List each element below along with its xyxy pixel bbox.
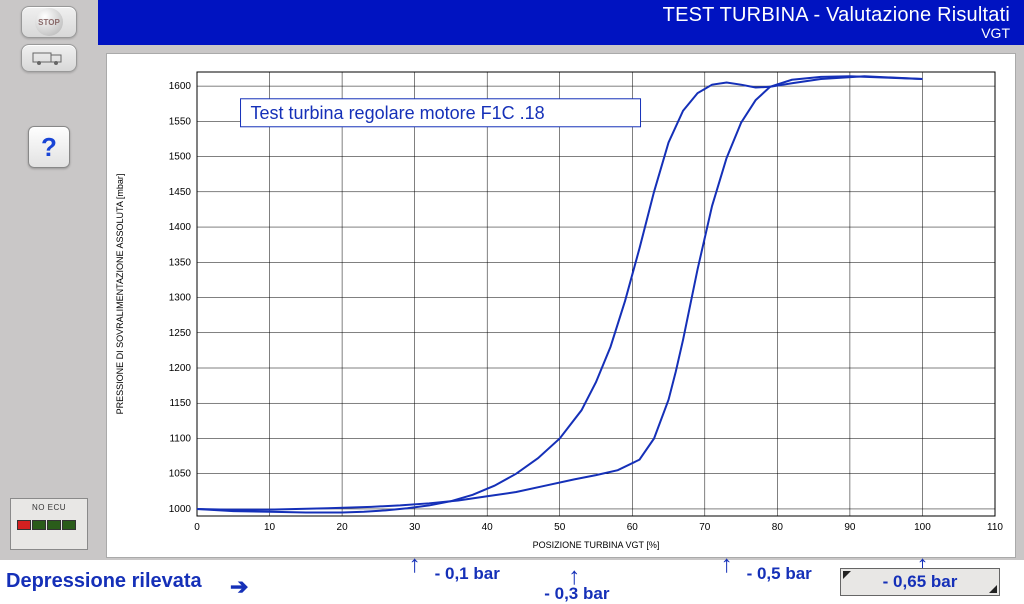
svg-text:20: 20 <box>337 522 349 533</box>
marker-label: - 0,3 bar <box>544 584 609 604</box>
status-leds <box>17 520 81 530</box>
hysteresis-chart: 0 10 20 30 40 50 60 70 80 90 100 110 1000 1050 1100 115… <box>107 54 1015 552</box>
svg-text:PRESSIONE DI SOVRALIMENTAZIONE: PRESSIONE DI SOVRALIMENTAZIONE ASSOLUTA … <box>115 174 125 415</box>
stop-icon: STOP <box>35 8 63 36</box>
svg-text:90: 90 <box>844 522 856 533</box>
svg-text:30: 30 <box>409 522 421 533</box>
svg-text:40: 40 <box>482 522 494 533</box>
svg-text:1050: 1050 <box>169 469 192 480</box>
sidebar: STOP ? NO ECU <box>0 0 98 560</box>
ecu-label: NO ECU <box>17 503 81 512</box>
truck-icon <box>31 49 67 67</box>
help-button[interactable]: ? <box>28 126 70 168</box>
svg-text:Test turbina regolare motore F: Test turbina regolare motore F1C .18 <box>251 103 545 123</box>
svg-text:POSIZIONE TURBINA VGT [%]: POSIZIONE TURBINA VGT [%] <box>533 540 660 550</box>
chart-panel: 0 10 20 30 40 50 60 70 80 90 100 110 1000 1050 1100 115… <box>106 53 1016 558</box>
footer-annotations: Depressione rilevata ➔ ↑- 0,1 bar↑- 0,3 … <box>0 560 1024 604</box>
svg-text:1150: 1150 <box>169 398 191 409</box>
ecu-status-box: NO ECU <box>10 498 88 550</box>
app-frame: STOP ? NO ECU TEST TURBINA - Valutazione… <box>0 0 1024 560</box>
depression-label: Depressione rilevata <box>6 570 202 593</box>
title-bar: TEST TURBINA - Valutazione Risultati VGT <box>98 0 1024 45</box>
svg-text:1500: 1500 <box>169 152 192 163</box>
svg-text:110: 110 <box>987 522 1003 533</box>
readout-box: - 0,65 bar <box>840 568 1000 596</box>
led-green <box>47 520 61 530</box>
svg-text:70: 70 <box>699 522 711 533</box>
arrow-right-icon: ➔ <box>230 574 248 600</box>
svg-text:1250: 1250 <box>169 328 192 339</box>
vehicle-button[interactable] <box>21 44 77 72</box>
svg-text:1400: 1400 <box>169 222 192 233</box>
corner-icon <box>989 585 997 593</box>
arrow-up-icon: ↑ <box>568 570 580 584</box>
svg-text:1000: 1000 <box>169 504 192 515</box>
svg-text:100: 100 <box>914 522 931 533</box>
readout-value: - 0,65 bar <box>883 572 958 592</box>
arrow-up-icon: ↑ <box>409 558 421 572</box>
chart-container: 0 10 20 30 40 50 60 70 80 90 100 110 1000 1050 1100 115… <box>98 45 1024 560</box>
svg-text:0: 0 <box>194 522 200 533</box>
svg-text:60: 60 <box>627 522 639 533</box>
svg-text:80: 80 <box>772 522 784 533</box>
svg-text:1550: 1550 <box>169 116 192 127</box>
svg-text:1350: 1350 <box>169 257 192 268</box>
page-title: TEST TURBINA - Valutazione Risultati <box>663 4 1010 27</box>
svg-text:50: 50 <box>554 522 566 533</box>
led-green <box>32 520 46 530</box>
main-area: TEST TURBINA - Valutazione Risultati VGT… <box>98 0 1024 560</box>
marker-label: - 0,5 bar <box>747 564 812 584</box>
stop-button[interactable]: STOP <box>21 6 77 38</box>
page-subtitle: VGT <box>981 25 1010 41</box>
led-red <box>17 520 31 530</box>
svg-text:1600: 1600 <box>169 81 192 92</box>
svg-text:1300: 1300 <box>169 293 192 304</box>
svg-text:1200: 1200 <box>169 363 192 374</box>
led-green <box>62 520 76 530</box>
marker-label: - 0,1 bar <box>435 564 500 584</box>
svg-text:1100: 1100 <box>169 433 191 444</box>
question-icon: ? <box>41 132 57 163</box>
svg-text:1450: 1450 <box>169 187 192 198</box>
svg-text:10: 10 <box>264 522 276 533</box>
arrow-up-icon: ↑ <box>721 558 733 572</box>
corner-icon <box>843 571 851 579</box>
